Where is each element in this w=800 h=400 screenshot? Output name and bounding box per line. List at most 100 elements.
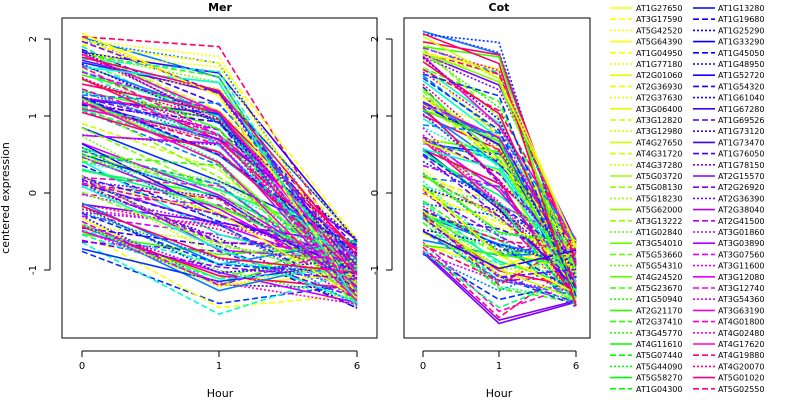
series-line — [81, 156, 358, 284]
y-tick-label: -1 — [28, 265, 39, 275]
legend-label: AT3G03890 — [718, 239, 764, 248]
plot-frame-cot — [403, 17, 591, 339]
legend-label: AT4G19880 — [718, 351, 764, 360]
legend-label: AT2G01060 — [636, 71, 682, 80]
series-line — [422, 33, 577, 288]
series-line — [81, 212, 358, 275]
legend-label: AT4G20070 — [718, 362, 764, 371]
series-line — [81, 191, 358, 282]
legend-label: AT1G67280 — [718, 105, 764, 114]
series-line — [422, 47, 577, 256]
x-tick-label: 1 — [496, 361, 502, 372]
panel-mer: Mer 0 1 6 -1 0 1 2 Hour centered expression — [0, 1, 378, 400]
series-line — [81, 203, 358, 281]
legend-label: AT4G31720 — [636, 150, 682, 159]
y-axis-cot: -1 0 1 2 — [370, 36, 393, 275]
series-line — [422, 96, 577, 249]
legend-label: AT4G37280 — [636, 161, 682, 170]
series-line — [81, 70, 358, 304]
legend-label: AT2G36930 — [636, 82, 682, 91]
series-line — [422, 154, 577, 283]
series-line — [81, 142, 358, 280]
series-line — [422, 253, 577, 292]
legend-label: AT3G01860 — [718, 228, 764, 237]
series-line — [422, 51, 577, 252]
series-line — [422, 202, 577, 242]
series-line — [81, 185, 358, 304]
series-line — [422, 137, 577, 296]
series-line — [422, 186, 577, 294]
legend-label: AT3G11600 — [718, 262, 764, 271]
legend-label: AT1G02840 — [636, 228, 682, 237]
y-axis-mer: -1 0 1 2 — [28, 36, 51, 275]
series-line — [81, 146, 358, 307]
legend-label: AT1G19680 — [718, 15, 764, 24]
y-tick-label: 0 — [370, 190, 381, 196]
series-line — [422, 216, 577, 241]
series-line — [81, 66, 358, 304]
legend-label: AT1G73470 — [718, 138, 764, 147]
legend-label: AT5G62000 — [636, 206, 682, 215]
legend-label: AT1G33290 — [718, 38, 764, 47]
legend-label: AT5G08130 — [636, 183, 682, 192]
legend-label: AT2G38040 — [718, 206, 764, 215]
legend-label: AT2G37410 — [636, 318, 682, 327]
series-line — [81, 111, 358, 275]
series-line — [81, 104, 358, 295]
series-line — [422, 176, 577, 302]
panel-cot: Cot 0 1 6 -1 0 1 2 Hour — [370, 1, 591, 400]
series-line — [422, 51, 577, 260]
series-line — [422, 142, 577, 240]
legend-label: AT3G17590 — [636, 15, 682, 24]
series-line — [422, 168, 577, 271]
legend-label: AT1G27650 — [636, 4, 682, 13]
series-line — [422, 217, 577, 289]
series-line — [81, 101, 358, 302]
legend-label: AT3G12080 — [718, 273, 764, 282]
series-line — [422, 114, 577, 247]
series-line — [81, 126, 358, 246]
series-line — [81, 180, 358, 287]
series-line — [81, 207, 358, 301]
legend-label: AT1G25290 — [718, 26, 764, 35]
legend-label: AT4G02480 — [718, 329, 764, 338]
series-line — [422, 73, 577, 297]
series-line — [422, 100, 577, 254]
legend-label: AT1G54320 — [718, 82, 764, 91]
legend-label: AT5G53660 — [636, 250, 682, 259]
legend-label: AT1G77180 — [636, 60, 682, 69]
series-line — [81, 205, 358, 274]
series-line — [422, 250, 577, 322]
legend-label: AT3G54010 — [636, 239, 682, 248]
series-line — [81, 53, 358, 276]
legend-label: AT2G41500 — [718, 217, 764, 226]
y-tick-label: 1 — [370, 113, 381, 119]
legend-label: AT1G76050 — [718, 150, 764, 159]
x-tick-label: 1 — [216, 361, 222, 372]
legend-label: AT2G36390 — [718, 194, 764, 203]
legend-label: AT1G45050 — [718, 49, 764, 58]
series-line — [422, 32, 577, 307]
series-line — [81, 134, 358, 298]
lines-cot — [422, 30, 577, 325]
panel-title-cot: Cot — [489, 1, 510, 14]
series-line — [81, 229, 358, 305]
series-line — [81, 43, 358, 241]
series-line — [81, 35, 358, 269]
series-line — [81, 66, 358, 291]
series-line — [422, 103, 577, 278]
legend-label: AT3G12740 — [718, 284, 764, 293]
series-line — [81, 58, 358, 262]
series-line — [422, 216, 577, 279]
x-tick-label: 0 — [79, 361, 85, 372]
legend-label: AT2G15570 — [718, 172, 764, 181]
series-line — [81, 127, 358, 298]
legend-label: AT5G44090 — [636, 362, 682, 371]
series-line — [422, 124, 577, 240]
series-line — [81, 176, 358, 270]
legend-label: AT4G01800 — [718, 318, 764, 327]
series-line — [422, 113, 577, 262]
series-line — [81, 223, 358, 288]
legend-label: AT5G03720 — [636, 172, 682, 181]
series-line — [81, 135, 358, 244]
